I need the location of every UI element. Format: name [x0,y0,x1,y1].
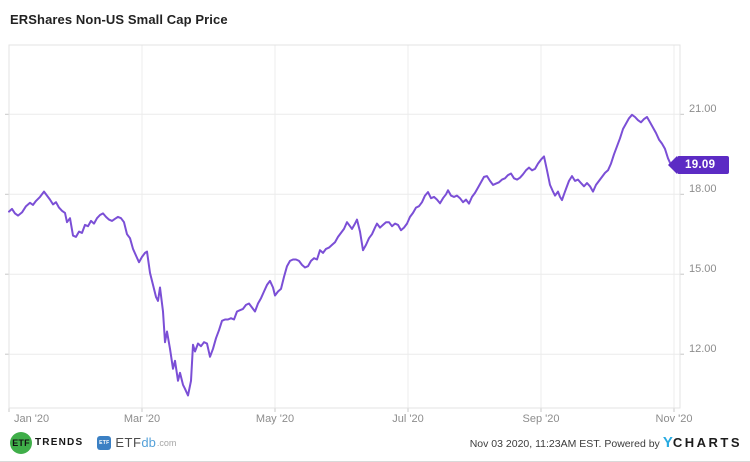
footer-logos: ETF TRENDS ETF ETF db .com [10,431,176,454]
y-axis-label: 21.00 [689,103,717,116]
etfdb-logo[interactable]: ETF ETF db .com [97,435,176,450]
footer: ETF TRENDS ETF ETF db .com Nov 03 2020, … [0,425,750,460]
etf-trends-logo[interactable]: ETF TRENDS [10,431,84,454]
ycharts-logo[interactable]: Y CHARTS [663,434,742,451]
etfdb-wordmark-com: .com [156,437,177,448]
y-axis-label: 15.00 [689,263,717,276]
timestamp: Nov 03 2020, 11:23AM EST. Powered by [469,438,660,450]
footer-attribution: Nov 03 2020, 11:23AM EST. Powered by Y C… [470,434,742,451]
current-price-badge: 19.09 [668,156,730,175]
x-axis-label: Nov '20 [655,413,693,425]
x-axis-label: Mar '20 [123,413,161,425]
y-axis-label: 12.00 [689,343,717,356]
etf-trends-circle-icon: ETF [10,431,32,454]
etfdb-wordmark-etf: ETF [115,435,142,450]
y-axis-label: 18.00 [689,183,717,196]
etfdb-wordmark-db: db [141,435,156,450]
x-axis-label: Jul '20 [392,413,424,425]
ycharts-wordmark: CHARTS [672,435,742,450]
ycharts-y-glyph: Y [662,434,673,451]
current-price-value: 19.09 [677,156,730,175]
x-axis-label: May '20 [255,413,295,425]
etfdb-square-icon: ETF [97,435,112,450]
x-axis-label: Jan '20 [14,413,50,425]
chart-title: ERShares Non-US Small Cap Price [10,12,228,27]
price-line-chart [5,44,684,412]
etf-trends-wordmark: TRENDS [35,437,84,448]
badge-arrow-icon [668,156,677,175]
x-axis-label: Sep '20 [522,413,560,425]
